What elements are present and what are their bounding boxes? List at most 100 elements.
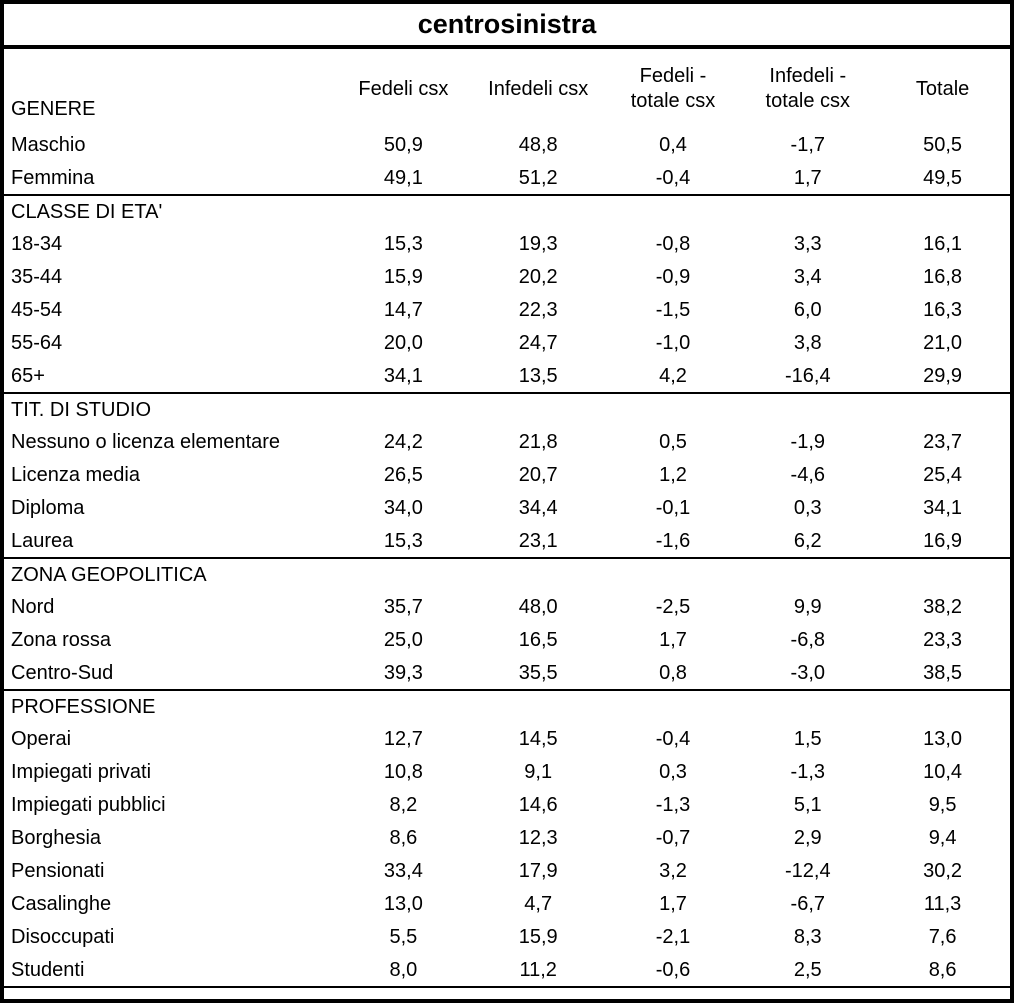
value-cell: 3,4 — [793, 266, 822, 288]
value-cell: 23,1 — [518, 529, 558, 552]
row-label: 35-44 — [11, 266, 63, 288]
value-cell: -12,4 — [784, 860, 831, 882]
value-cell: -2,1 — [655, 926, 691, 948]
value-cell: 8,6 — [389, 827, 418, 849]
value-cell: 51,2 — [518, 166, 558, 189]
value-cell: 1,7 — [793, 166, 822, 189]
value-cell: -0,6 — [605, 954, 741, 988]
value-cell: 33,4 — [383, 860, 423, 882]
value-cell: 3,2 — [659, 860, 687, 882]
value-cell: 15,9 — [518, 926, 558, 948]
value-cell: 0,8 — [659, 661, 687, 684]
value-cell: 3,3 — [793, 233, 822, 255]
table-row: 65+ 34,1 13,5 4,2 -16,4 29,9 — [4, 360, 1010, 393]
value-cell: 4,2 — [659, 364, 687, 387]
value-cell: 15,3 — [383, 233, 423, 255]
row-label: Disoccupati — [11, 926, 115, 948]
value-cell: 14,7 — [383, 299, 423, 321]
value-cell: 26,5 — [383, 464, 423, 486]
row-label: Pensionati — [11, 860, 105, 882]
table-row: Diploma 34,0 34,4 -0,1 0,3 34,1 — [4, 492, 1010, 525]
value-cell: 3,8 — [793, 332, 822, 354]
section-name: PROFESSIONE — [4, 689, 1010, 723]
column-header-line: Fedeli - — [639, 65, 707, 87]
row-label: Laurea — [11, 529, 74, 552]
value-cell: 11,2 — [470, 954, 606, 988]
row-label: Licenza media — [11, 464, 140, 486]
row-label: Centro-Sud — [11, 661, 114, 684]
value-cell: 0,4 — [659, 134, 687, 156]
value-cell: -3,0 — [790, 661, 826, 684]
value-cell: 50,9 — [383, 134, 423, 156]
value-cell: 38,5 — [923, 661, 963, 684]
value-cell: 0,3 — [659, 761, 687, 783]
column-header-line: Totale — [915, 77, 970, 100]
value-cell: 12,7 — [383, 728, 423, 750]
section-name-genere: GENERE — [11, 98, 96, 120]
table-row: Zona rossa 25,0 16,5 1,7 -6,8 23,3 — [4, 624, 1010, 657]
value-cell: 11,3 — [923, 893, 962, 915]
row-label: Impiegati privati — [11, 761, 152, 783]
table-row: Impiegati pubblici 8,2 14,6 -1,3 5,1 9,5 — [4, 789, 1010, 822]
value-cell: 21,8 — [518, 431, 558, 453]
value-cell: 49,5 — [923, 166, 963, 189]
value-cell: 6,2 — [793, 529, 822, 552]
value-cell: -1,7 — [790, 134, 826, 156]
section-row: PROFESSIONE — [4, 689, 1010, 723]
table-header: GENERE Fedeli csx Infedeli csx Fedeli - … — [4, 49, 1010, 129]
value-cell: 0,5 — [659, 431, 687, 453]
column-header-line: Infedeli - — [769, 65, 847, 87]
column-header-infedeli-totale-csx: Infedeli - totale csx — [740, 49, 875, 129]
value-cell: 9,1 — [524, 761, 553, 783]
value-cell: 38,2 — [923, 596, 963, 618]
value-cell: 23,3 — [923, 629, 963, 651]
value-cell: 1,2 — [659, 464, 687, 486]
value-cell: 50,5 — [923, 134, 963, 156]
value-cell: -4,6 — [790, 464, 826, 486]
table-row: 18-34 15,3 19,3 -0,8 3,3 16,1 — [4, 228, 1010, 261]
value-cell: -6,7 — [790, 893, 826, 915]
column-header-fedeli-csx: Fedeli csx — [336, 49, 471, 129]
column-header-line: totale csx — [765, 90, 851, 112]
value-cell: 21,0 — [923, 332, 963, 354]
value-cell: 2,9 — [793, 827, 822, 849]
value-cell: 17,9 — [518, 860, 558, 882]
row-label: Casalinghe — [11, 893, 112, 915]
value-cell: 34,1 — [383, 364, 423, 387]
value-cell: 7,6 — [928, 926, 957, 948]
value-cell: 24,2 — [383, 431, 423, 453]
value-cell: 16,1 — [923, 233, 963, 255]
table-row: Femmina 49,1 51,2 -0,4 1,7 49,5 — [4, 162, 1010, 195]
header-row: GENERE Fedeli csx Infedeli csx Fedeli - … — [4, 49, 1010, 129]
value-cell: 8,2 — [389, 794, 418, 816]
section-name: CLASSE DI ETA' — [4, 194, 1010, 228]
table-row: Casalinghe 13,0 4,7 1,7 -6,7 11,3 — [4, 888, 1010, 921]
value-cell: 5,1 — [793, 794, 822, 816]
section-name: ZONA GEOPOLITICA — [4, 557, 1010, 591]
table-row: 55-64 20,0 24,7 -1,0 3,8 21,0 — [4, 327, 1010, 360]
value-cell: 48,8 — [518, 134, 558, 156]
value-cell: 1,5 — [793, 728, 822, 750]
value-cell: 35,5 — [518, 661, 558, 684]
value-cell: -16,4 — [784, 364, 831, 387]
column-header-line: Fedeli csx — [358, 77, 449, 100]
value-cell: -0,4 — [655, 166, 691, 189]
value-cell: 13,5 — [518, 364, 558, 387]
value-cell: -0,9 — [655, 266, 691, 288]
row-label: Studenti — [4, 954, 336, 988]
value-cell: 9,5 — [928, 794, 957, 816]
row-label: Diploma — [11, 497, 85, 519]
table-row: Operai 12,7 14,5 -0,4 1,5 13,0 — [4, 723, 1010, 756]
section-name: TIT. DI STUDIO — [4, 392, 1010, 426]
column-header-fedeli-totale-csx: Fedeli - totale csx — [606, 49, 741, 129]
section-row: ZONA GEOPOLITICA — [4, 557, 1010, 591]
section-row: CLASSE DI ETA' — [4, 194, 1010, 228]
data-table: GENERE Fedeli csx Infedeli csx Fedeli - … — [4, 49, 1010, 988]
value-cell: 16,3 — [923, 299, 963, 321]
value-cell: 49,1 — [383, 166, 423, 189]
value-cell: 16,5 — [518, 629, 558, 651]
value-cell: 19,3 — [518, 233, 558, 255]
value-cell: 20,0 — [383, 332, 423, 354]
value-cell: 34,0 — [383, 497, 423, 519]
